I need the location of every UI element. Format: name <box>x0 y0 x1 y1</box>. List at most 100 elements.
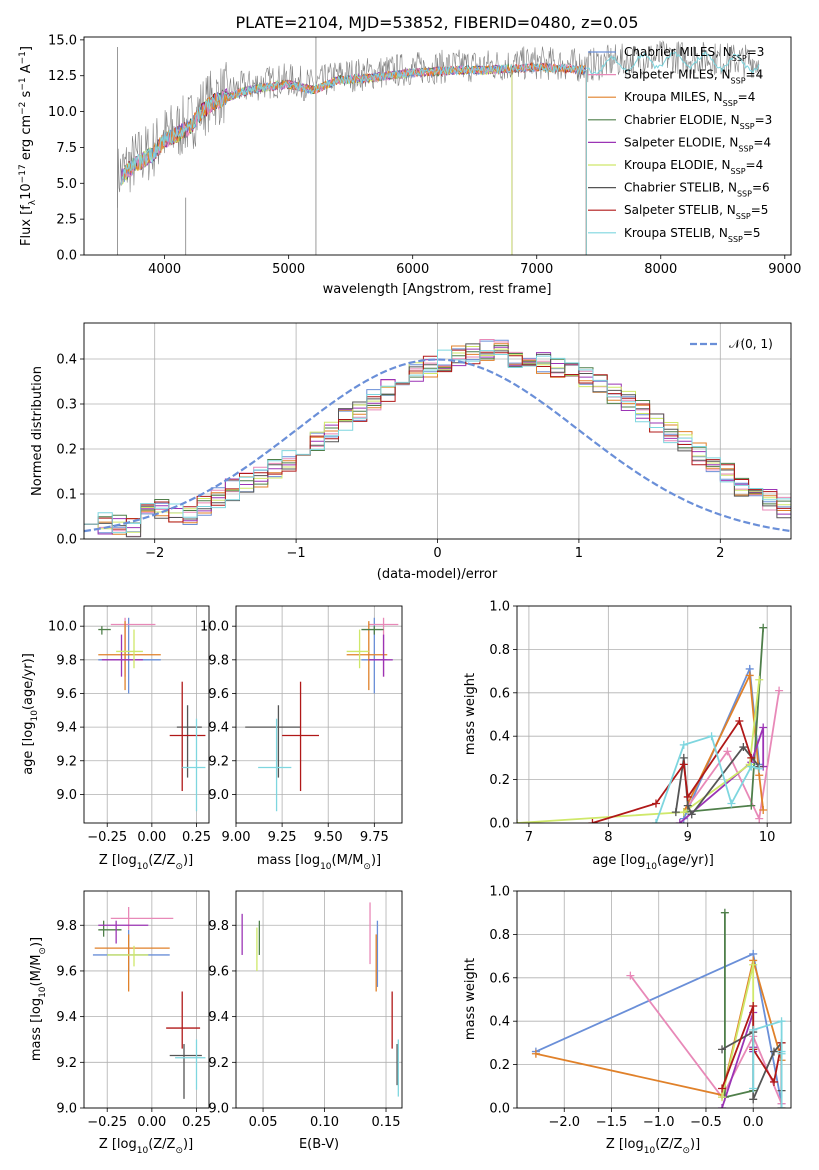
legend-entry: Kroupa MILES, NSSP=4 <box>624 90 755 108</box>
legend-entry-label: Kroupa MILES, N <box>624 90 723 104</box>
mass-weight-marker <box>777 1104 786 1108</box>
x-axis-label-part: (M/M <box>332 853 364 868</box>
mass-weight-marker <box>777 1017 786 1026</box>
y-tick-label: 7.5 <box>56 141 77 156</box>
y-tick-label: 9.0 <box>56 788 77 803</box>
mass-weight-vs-Z-panel-grid <box>517 890 791 1109</box>
y-axis-label-part: A <box>19 64 34 77</box>
residuals-panel-plot-area <box>84 339 791 538</box>
mass-weight-marker <box>718 1093 727 1102</box>
model-spectrum-line <box>120 62 586 186</box>
x-axis-label-part: ⊙ <box>175 862 183 872</box>
mass-weight-line <box>752 1019 783 1108</box>
x-tick-label: −1.5 <box>596 1115 628 1130</box>
x-tick-label: 9 <box>684 830 692 845</box>
legend-entry-sub: SSP <box>737 189 752 198</box>
legend-entry-value: =4 <box>746 158 764 172</box>
y-axis-label: mass weight <box>463 673 478 755</box>
x-axis-label-part: 10 <box>644 1146 656 1156</box>
x-tick-label: −1 <box>287 546 306 561</box>
y-tick-label: 9.8 <box>208 653 229 668</box>
legend-entry-value: =3 <box>755 113 773 127</box>
y-tick-label: 9.8 <box>56 653 77 668</box>
x-tick-label: 8 <box>604 830 612 845</box>
axes-frame <box>83 322 792 540</box>
y-tick-label: 10.0 <box>200 620 229 635</box>
x-axis-label-part: ⊙ <box>363 862 371 872</box>
histogram-step-line <box>84 343 791 538</box>
y-tick-label: 0.2 <box>489 1058 510 1073</box>
mass-weight-marker <box>687 810 696 819</box>
mass-weight-vs-Z-panel-plot-area <box>531 908 786 1108</box>
axes-frame <box>83 605 210 824</box>
legend-entry-label: Chabrier ELODIE, N <box>624 113 740 127</box>
y-axis-label: Flux [fλ10−17 erg cm−2 s−1 A−1] <box>18 46 38 246</box>
mass-weight-marker <box>745 671 754 680</box>
mass-weight-marker <box>683 792 692 801</box>
age-vs-mass-panel-grid <box>235 606 402 823</box>
y-tick-label: 0.2 <box>489 773 510 788</box>
y-tick-label: 1.0 <box>489 885 510 900</box>
axes-frame <box>83 890 210 1109</box>
x-tick-label: 8000 <box>644 262 677 277</box>
y-axis-label-part: s <box>19 90 34 101</box>
y-axis-label-part: (M/M <box>29 955 44 987</box>
x-tick-label: 6000 <box>396 262 429 277</box>
y-tick-label: 0.3 <box>56 398 77 413</box>
x-tick-label: −2 <box>145 546 164 561</box>
histogram-step-line <box>84 349 791 530</box>
y-tick-label: 9.0 <box>208 1102 229 1117</box>
y-tick-label: 9.6 <box>208 964 229 979</box>
x-axis-label-part: )] <box>183 1137 193 1152</box>
mass-weight-marker <box>749 1095 758 1104</box>
mass-weight-marker <box>775 686 784 695</box>
x-axis-label: wavelength [Angstrom, rest frame] <box>323 282 552 297</box>
age-vs-mass-panel: 9.00 9.25 9.50 9.75 9.0 9.2 9.4 9.6 9.8 10.0 <box>200 605 403 845</box>
mass-vs-ebv-panel-plot-area <box>241 902 399 1097</box>
legend-entry: Chabrier STELIB, NSSP=6 <box>624 181 770 199</box>
histogram-step-line <box>84 346 791 533</box>
y-tick-label: 9.4 <box>56 721 77 736</box>
legend-entry-sub: SSP <box>731 76 746 85</box>
x-axis-label-part: 10 <box>645 862 657 872</box>
mass-weight-marker <box>747 753 756 762</box>
mass-weight-marker <box>759 805 768 814</box>
y-tick-label: 9.8 <box>56 919 77 934</box>
y-axis-label-part: 10 <box>30 710 40 722</box>
mass-weight-line <box>517 679 761 823</box>
mass-weight-marker <box>735 717 744 726</box>
mass-weight-vs-age-panel-grid <box>517 605 791 824</box>
mass-weight-vs-age-panel: 7 8 9 10 0.0 0.2 0.4 0.6 0.8 1.0 <box>489 600 792 845</box>
x-tick-label: 9.75 <box>360 830 389 845</box>
legend-entry: Kroupa ELODIE, NSSP=4 <box>624 158 763 176</box>
y-tick-label: 9.2 <box>208 1056 229 1071</box>
mass-vs-Z-panel-grid <box>84 891 209 1109</box>
axes-frame <box>235 605 403 824</box>
x-tick-label: 9.50 <box>314 830 343 845</box>
x-tick-label: −0.5 <box>690 1115 722 1130</box>
x-axis-label-part: )] <box>690 1137 700 1152</box>
x-tick-label: 0.15 <box>372 1115 401 1130</box>
y-tick-label: 1.0 <box>489 600 510 615</box>
y-axis-label: mass [log10(M/M⊙)] <box>29 937 48 1061</box>
legend-entry-label: Salpeter MILES, N <box>624 68 731 82</box>
y-tick-label: 0.1 <box>56 488 77 503</box>
axes-frame <box>516 890 792 1109</box>
y-axis-label-part: λ <box>28 199 38 205</box>
y-axis-label-part: ⊙ <box>38 947 48 955</box>
y-tick-label: 0.0 <box>56 249 77 264</box>
y-tick-label: 0.2 <box>56 443 77 458</box>
y-axis-label-part: mass [log <box>29 998 44 1061</box>
mass-weight-marker <box>739 743 748 752</box>
mass-weight-marker <box>651 819 660 823</box>
x-tick-label: 0.00 <box>137 830 166 845</box>
legend-entry-sub: SSP <box>738 144 753 153</box>
x-tick-label: 0.10 <box>310 1115 339 1130</box>
legend-entry-sub: SSP <box>736 212 751 221</box>
x-axis-label-part: mass [log <box>257 853 320 868</box>
y-axis-label-part: 10 <box>38 986 48 998</box>
x-tick-label: −0.25 <box>87 830 127 845</box>
x-tick-label: −0.25 <box>87 1115 127 1130</box>
x-tick-label: 10 <box>759 830 776 845</box>
mass-weight-marker <box>671 808 680 817</box>
